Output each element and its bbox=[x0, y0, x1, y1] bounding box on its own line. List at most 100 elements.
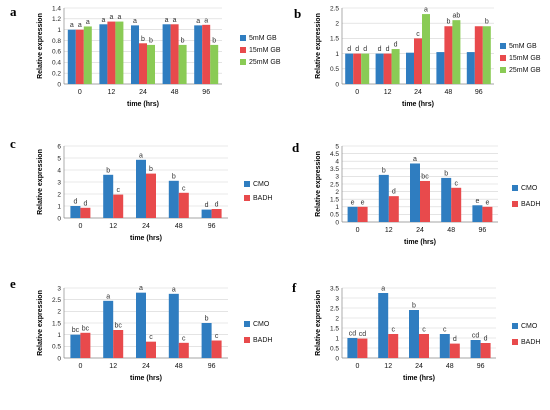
legend-swatch bbox=[512, 185, 518, 191]
bar-15mm-gb-48 bbox=[444, 26, 453, 85]
bar-25mm-gb-96 bbox=[210, 44, 219, 84]
bar-cmo-48 bbox=[441, 177, 452, 222]
significance-label: c bbox=[391, 327, 395, 334]
x-tick-label: 12 bbox=[385, 227, 393, 234]
x-tick-label: 24 bbox=[415, 363, 423, 370]
y-tick-label: 0.5 bbox=[52, 344, 61, 351]
bar-badh-96 bbox=[480, 343, 491, 358]
significance-label: cd bbox=[359, 331, 367, 338]
significance-label: d bbox=[386, 46, 390, 53]
x-axis-title: time (hrs) bbox=[127, 101, 159, 108]
significance-label: a bbox=[165, 17, 169, 24]
bar-badh-12 bbox=[388, 196, 399, 222]
significance-label: d bbox=[484, 336, 488, 343]
x-tick-label: 0 bbox=[355, 363, 359, 370]
bar-cmo-96 bbox=[470, 340, 481, 358]
y-tick-label: 1.5 bbox=[52, 320, 61, 327]
x-tick-label: 24 bbox=[139, 89, 147, 96]
significance-label: a bbox=[70, 22, 74, 29]
bar-15mm-gb-12 bbox=[107, 21, 116, 85]
bar-25mm-gb-48 bbox=[452, 20, 461, 84]
bar-5mm-gb-24 bbox=[406, 52, 414, 84]
significance-label: b bbox=[382, 167, 386, 174]
legend-swatch bbox=[500, 43, 506, 49]
y-tick-label: 4 bbox=[335, 159, 339, 166]
y-tick-label: 3 bbox=[335, 295, 339, 302]
significance-label: d bbox=[215, 202, 219, 209]
bar-badh-48 bbox=[449, 343, 460, 358]
panel-label: d bbox=[292, 140, 300, 155]
significance-label: bc bbox=[114, 323, 122, 330]
panel-label: b bbox=[294, 6, 301, 21]
legend-label: 5mM GB bbox=[509, 43, 537, 50]
legend-label: 15mM GB bbox=[509, 55, 541, 62]
bar-25mm-gb-24 bbox=[422, 14, 430, 84]
y-tick-label: 6 bbox=[57, 143, 61, 150]
y-axis-title: Relative expression bbox=[315, 13, 322, 79]
x-tick-label: 96 bbox=[208, 223, 216, 230]
y-axis-title: Relative expression bbox=[37, 149, 44, 215]
bar-badh-12 bbox=[388, 334, 399, 358]
legend-swatch bbox=[512, 339, 518, 345]
bar-5mm-gb-12 bbox=[375, 53, 384, 84]
bar-5mm-gb-48 bbox=[162, 24, 171, 85]
significance-label: d bbox=[83, 200, 87, 207]
y-tick-label: 1 bbox=[335, 335, 339, 342]
x-tick-label: 96 bbox=[202, 89, 210, 96]
y-tick-label: 2 bbox=[57, 191, 61, 198]
x-tick-label: 48 bbox=[447, 227, 455, 234]
x-tick-label: 12 bbox=[384, 89, 392, 96]
bar-cmo-12 bbox=[378, 174, 389, 222]
legend-label: BADH bbox=[521, 339, 540, 346]
y-tick-label: 3 bbox=[335, 174, 339, 181]
x-tick-label: 96 bbox=[477, 363, 485, 370]
legend-swatch bbox=[244, 321, 250, 327]
significance-label: cd bbox=[349, 331, 357, 338]
bar-badh-0 bbox=[80, 332, 91, 358]
bar-badh-24 bbox=[420, 180, 430, 222]
significance-label: c bbox=[182, 185, 186, 192]
bar-cmo-24 bbox=[136, 159, 146, 218]
bar-badh-96 bbox=[482, 206, 493, 222]
y-tick-label: 0 bbox=[57, 81, 61, 88]
y-tick-label: 1.5 bbox=[330, 36, 339, 43]
bar-25mm-gb-12 bbox=[391, 49, 400, 84]
bar-5mm-gb-48 bbox=[436, 52, 445, 84]
bar-cmo-12 bbox=[378, 293, 389, 358]
y-tick-label: 1 bbox=[335, 51, 339, 58]
bar-cmo-24 bbox=[136, 292, 146, 358]
y-tick-label: 0 bbox=[57, 355, 61, 362]
bar-cmo-24 bbox=[410, 163, 420, 222]
bar-5mm-gb-0 bbox=[67, 29, 76, 84]
y-tick-label: 0.4 bbox=[52, 60, 61, 67]
legend-label: CMO bbox=[521, 323, 538, 330]
y-tick-label: 2.5 bbox=[52, 297, 61, 304]
x-tick-label: 12 bbox=[384, 363, 392, 370]
significance-label: d bbox=[392, 189, 396, 196]
significance-label: a bbox=[139, 152, 143, 159]
bar-badh-96 bbox=[211, 209, 222, 218]
legend-swatch bbox=[244, 195, 250, 201]
y-tick-label: 3.5 bbox=[330, 166, 339, 173]
y-tick-label: 0 bbox=[335, 355, 339, 362]
significance-label: d bbox=[347, 46, 351, 53]
y-tick-label: 2.5 bbox=[330, 305, 339, 312]
significance-label: a bbox=[204, 17, 208, 24]
significance-label: d bbox=[394, 42, 398, 49]
significance-label: d bbox=[453, 336, 457, 343]
x-axis-title: time (hrs) bbox=[130, 235, 162, 242]
x-tick-label: 24 bbox=[142, 363, 150, 370]
x-tick-label: 24 bbox=[142, 223, 150, 230]
y-tick-label: 4 bbox=[57, 167, 61, 174]
x-tick-label: 0 bbox=[78, 223, 82, 230]
significance-label: b bbox=[412, 303, 416, 310]
significance-label: e bbox=[485, 199, 489, 206]
y-tick-label: 0.6 bbox=[52, 49, 61, 56]
x-tick-label: 96 bbox=[475, 89, 483, 96]
x-tick-label: 96 bbox=[479, 227, 487, 234]
x-tick-label: 12 bbox=[109, 363, 117, 370]
bar-25mm-gb-0 bbox=[361, 53, 370, 84]
significance-label: b bbox=[172, 173, 176, 180]
bar-badh-12 bbox=[113, 330, 124, 358]
bar-cmo-96 bbox=[201, 209, 212, 218]
